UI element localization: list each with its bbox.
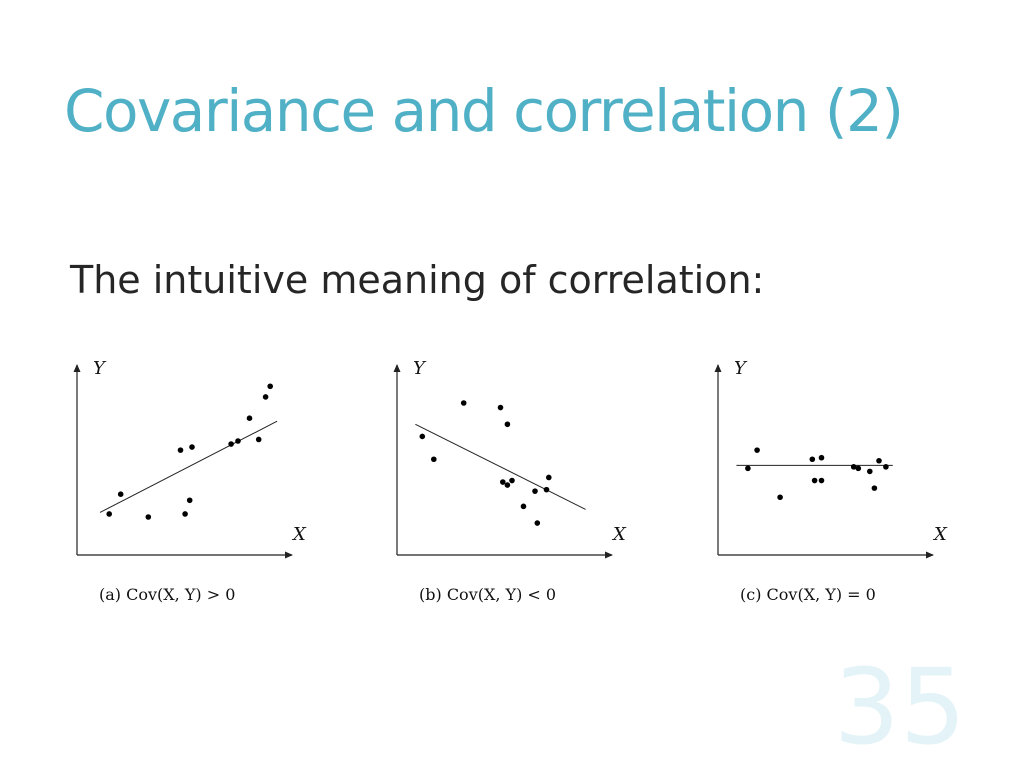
data-point <box>255 436 262 443</box>
trend-line <box>99 420 278 513</box>
data-point <box>106 511 112 517</box>
data-point <box>754 447 760 453</box>
data-point <box>182 511 188 517</box>
x-axis-label: X <box>932 524 948 545</box>
data-point <box>500 479 506 485</box>
data-point <box>189 444 195 450</box>
data-point <box>867 468 873 475</box>
x-axis-label: X <box>611 524 627 545</box>
y-axis-arrow <box>714 364 722 372</box>
x-axis-label: X <box>291 524 307 545</box>
scatter-charts: Y X (a) Cov(X, Y) > 0 Y X (b) Cov(X, Y) < 0 Y X… <box>73 358 948 604</box>
data-point <box>497 404 504 411</box>
chart-caption: (a) Cov(X, Y) > 0 <box>99 585 235 604</box>
trend-line <box>415 423 586 510</box>
data-point <box>532 488 538 494</box>
slide-subtitle: The intuitive meaning of correlation: <box>70 258 765 302</box>
chart-panel-b: Y X (b) Cov(X, Y) < 0 <box>393 358 627 604</box>
chart-panel-c: Y X (c) Cov(X, Y) = 0 <box>714 358 948 604</box>
data-point <box>745 465 751 472</box>
data-point <box>228 441 234 447</box>
y-axis-arrow <box>393 364 401 372</box>
data-point <box>777 494 783 501</box>
y-axis-label: Y <box>413 358 427 379</box>
data-point <box>177 447 184 453</box>
chart-caption: (c) Cov(X, Y) = 0 <box>740 585 876 604</box>
data-point <box>520 503 527 510</box>
y-axis-label: Y <box>93 358 107 379</box>
data-point <box>809 456 816 463</box>
data-point <box>431 456 437 463</box>
slide-title: Covariance and correlation (2) <box>64 77 904 145</box>
y-axis-label: Y <box>734 358 748 379</box>
data-point <box>546 474 552 481</box>
data-point <box>534 520 541 526</box>
scatter-figure: Y X (a) Cov(X, Y) > 0 Y X (b) Cov(X, Y) < 0 Y X… <box>60 345 980 624</box>
data-point <box>504 482 511 488</box>
data-point <box>509 477 515 484</box>
data-point <box>543 486 550 493</box>
data-point <box>504 421 511 428</box>
data-point <box>818 454 825 461</box>
x-axis-arrow <box>926 551 934 559</box>
data-point <box>871 485 878 491</box>
data-point <box>855 465 862 472</box>
data-point <box>145 514 152 520</box>
chart-caption: (b) Cov(X, Y) < 0 <box>419 585 556 604</box>
data-point <box>262 394 269 400</box>
data-point <box>460 400 467 406</box>
data-point <box>246 415 253 421</box>
data-point <box>186 497 193 504</box>
data-point <box>419 433 426 440</box>
page-number: 35 <box>833 646 966 768</box>
x-axis-arrow <box>285 551 293 559</box>
chart-panel-a: Y X (a) Cov(X, Y) > 0 <box>73 358 307 604</box>
y-axis-arrow <box>73 364 81 372</box>
data-point <box>811 477 818 484</box>
data-point <box>235 438 241 444</box>
data-point <box>876 457 882 464</box>
data-point <box>818 477 825 484</box>
data-point <box>850 464 857 470</box>
x-axis-arrow <box>605 551 613 559</box>
data-point <box>117 491 124 497</box>
data-point <box>267 383 273 390</box>
data-point <box>883 464 889 470</box>
